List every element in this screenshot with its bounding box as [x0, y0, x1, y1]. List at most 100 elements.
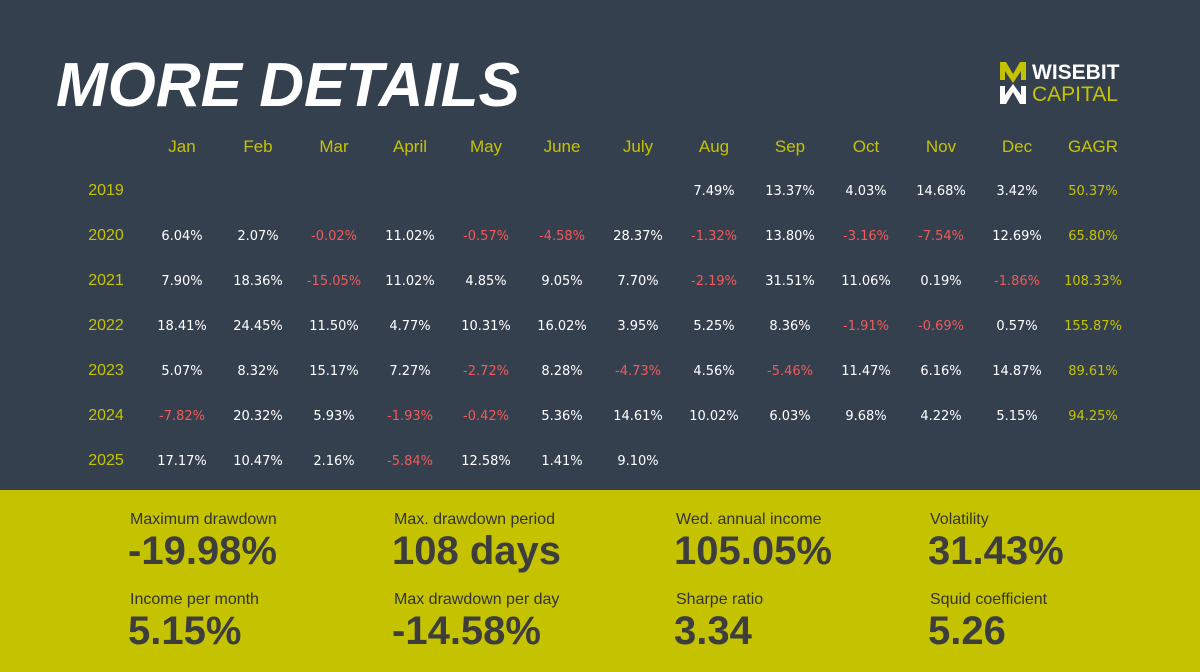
return-cell: 24.45%: [233, 319, 283, 334]
return-cell: 15.17%: [309, 364, 359, 379]
return-cell: -0.69%: [918, 319, 964, 334]
return-cell: 13.80%: [765, 229, 815, 244]
return-cell: 6.04%: [161, 229, 203, 244]
return-cell: 11.02%: [385, 274, 435, 289]
return-cell: 18.41%: [157, 319, 207, 334]
month-header-july: July: [622, 137, 654, 156]
return-cell: 4.03%: [845, 184, 887, 199]
stat-label: Income per month: [130, 591, 259, 608]
return-cell: -7.82%: [159, 409, 205, 424]
return-cell: -15.05%: [306, 274, 362, 289]
stat-label: Wed. annual income: [676, 511, 822, 528]
logo-wordmark-bottom: CAPITAL: [1032, 83, 1118, 106]
return-cell: 20.32%: [233, 409, 283, 424]
month-header-june: June: [543, 137, 581, 156]
return-cell: 17.17%: [157, 454, 207, 469]
return-cell: 11.50%: [309, 319, 359, 334]
return-cell: -2.19%: [691, 274, 737, 289]
page-title: MORE DETAILS: [56, 51, 520, 120]
return-cell: 65.80%: [1068, 229, 1118, 244]
month-header-april: April: [392, 137, 427, 156]
return-cell: 11.06%: [841, 274, 891, 289]
return-cell: 155.87%: [1064, 319, 1122, 334]
return-cell: 12.58%: [461, 454, 511, 469]
return-cell: -5.84%: [387, 454, 433, 469]
return-cell: 94.25%: [1068, 409, 1118, 424]
return-cell: 16.02%: [537, 319, 587, 334]
return-cell: 5.25%: [693, 319, 735, 334]
stat-value: 105.05%: [674, 529, 832, 573]
return-cell: 14.68%: [916, 184, 966, 199]
return-cell: 13.37%: [765, 184, 815, 199]
return-cell: -3.16%: [843, 229, 889, 244]
year-label-2019: 2019: [88, 182, 124, 199]
month-header-aug: Aug: [698, 137, 730, 156]
return-cell: -0.02%: [311, 229, 357, 244]
return-cell: 89.61%: [1068, 364, 1118, 379]
stats-panel: Maximum drawdown -19.98% Max. drawdown per…: [0, 490, 1200, 672]
return-cell: 5.93%: [313, 409, 355, 424]
return-cell: 6.16%: [920, 364, 962, 379]
stat-value: 108 days: [392, 529, 562, 573]
month-header-oct: Oct: [852, 137, 880, 156]
return-cell: 31.51%: [765, 274, 815, 289]
return-cell: 8.28%: [541, 364, 583, 379]
month-header-gagr: GAGR: [1067, 137, 1119, 156]
return-cell: 5.15%: [996, 409, 1038, 424]
return-cell: 7.27%: [389, 364, 431, 379]
return-cell: 4.22%: [920, 409, 962, 424]
return-cell: 6.03%: [769, 409, 811, 424]
return-cell: 4.77%: [389, 319, 431, 334]
return-cell: -0.57%: [463, 229, 509, 244]
return-cell: -0.42%: [463, 409, 509, 424]
return-cell: 14.87%: [992, 364, 1042, 379]
return-cell: 50.37%: [1068, 184, 1118, 199]
stat-label: Maximum drawdown: [130, 511, 277, 528]
month-header-jan: Jan: [168, 137, 196, 156]
return-cell: 108.33%: [1064, 274, 1122, 289]
stat-value: 3.34: [674, 609, 752, 653]
return-cell: 4.56%: [693, 364, 735, 379]
year-label-2022: 2022: [88, 317, 124, 334]
return-cell: -2.72%: [463, 364, 509, 379]
stat-value: 31.43%: [928, 529, 1064, 573]
return-cell: 1.41%: [541, 454, 583, 469]
return-cell: 11.47%: [841, 364, 891, 379]
return-cell: 2.07%: [237, 229, 279, 244]
month-header-dec: Dec: [1001, 137, 1033, 156]
return-cell: 10.02%: [689, 409, 739, 424]
return-cell: 10.47%: [233, 454, 283, 469]
return-cell: 2.16%: [313, 454, 355, 469]
stat-value: 5.26: [928, 609, 1006, 653]
return-cell: 11.02%: [385, 229, 435, 244]
month-header-nov: Nov: [925, 137, 957, 156]
return-cell: 9.05%: [541, 274, 583, 289]
wisebit-logo-icon: [1000, 62, 1026, 104]
return-cell: 4.85%: [465, 274, 507, 289]
month-header-mar: Mar: [319, 137, 349, 156]
month-header-may: May: [469, 137, 503, 156]
month-header-feb: Feb: [243, 137, 273, 156]
return-cell: 14.61%: [613, 409, 663, 424]
stat-label: Volatility: [930, 511, 989, 528]
return-cell: -4.73%: [615, 364, 661, 379]
logo-wordmark-top: WISEBIT: [1032, 61, 1120, 84]
year-label-2025: 2025: [88, 452, 124, 469]
return-cell: 8.36%: [769, 319, 811, 334]
return-cell: 7.90%: [161, 274, 203, 289]
stat-value: -14.58%: [392, 609, 541, 653]
stat-label: Squid coefficient: [930, 591, 1048, 608]
return-cell: -1.32%: [691, 229, 737, 244]
month-header-sep: Sep: [774, 137, 806, 156]
wisebit-logo: WISEBIT CAPITAL: [998, 60, 1138, 108]
return-cell: 8.32%: [237, 364, 279, 379]
return-cell: -4.58%: [539, 229, 585, 244]
return-cell: 3.95%: [617, 319, 659, 334]
return-cell: 12.69%: [992, 229, 1042, 244]
return-cell: 0.19%: [920, 274, 962, 289]
return-cell: 0.57%: [996, 319, 1038, 334]
return-cell: -1.91%: [843, 319, 889, 334]
return-cell: 9.68%: [845, 409, 887, 424]
stat-label: Max. drawdown period: [394, 511, 555, 528]
return-cell: 10.31%: [461, 319, 511, 334]
